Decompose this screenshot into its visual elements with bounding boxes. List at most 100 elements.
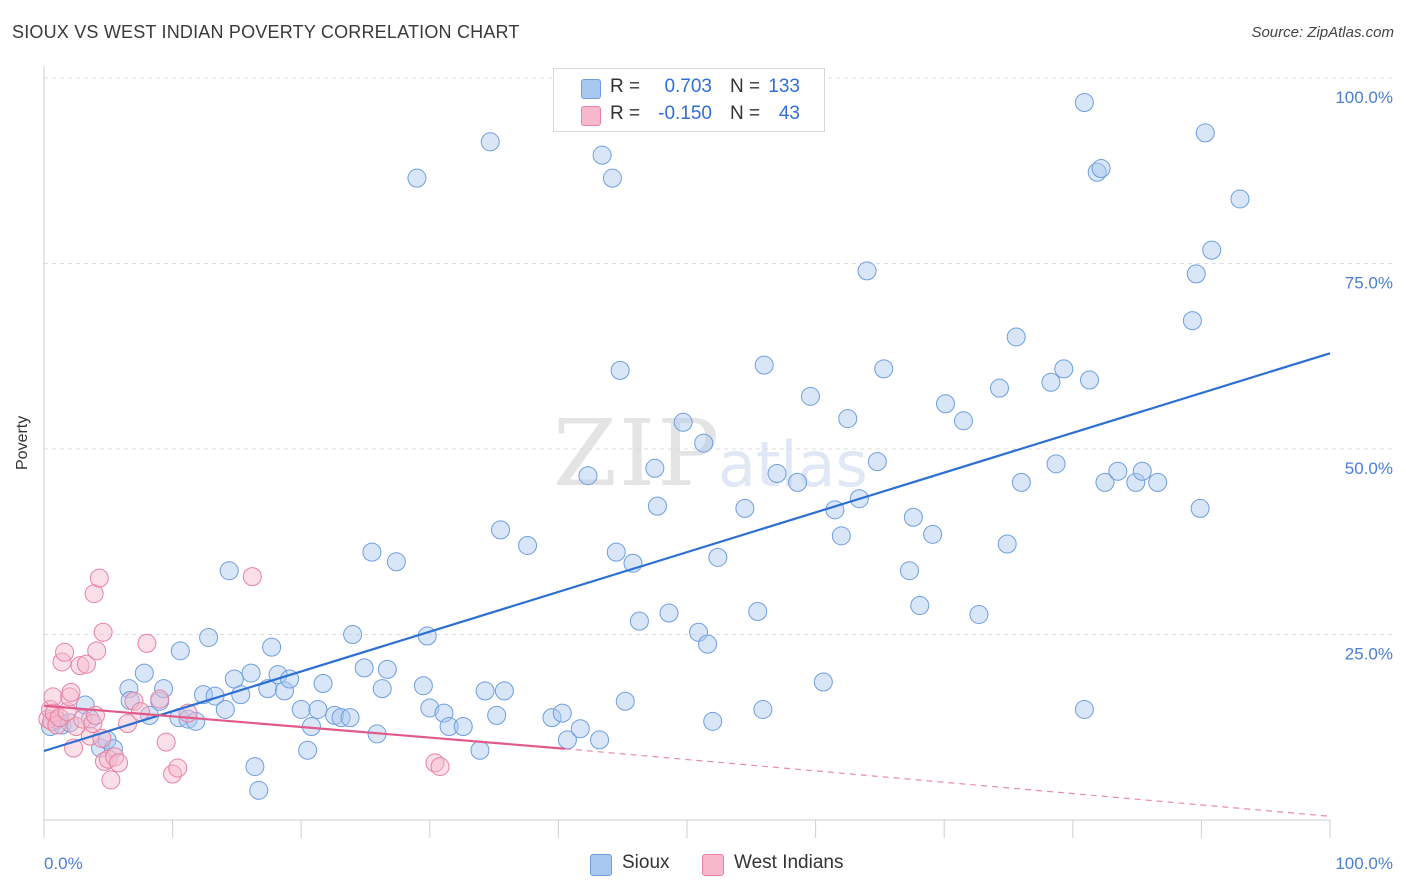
sioux-point [298,740,318,760]
chart-title: SIOUX VS WEST INDIAN POVERTY CORRELATION… [12,22,520,42]
trend-lines [43,352,1331,817]
source-credit: Source: ZipAtlas.com [1251,24,1394,41]
sioux-point [610,360,630,380]
sioux-point [910,596,930,616]
sioux-point [340,708,360,728]
west-indians-point [242,567,262,587]
y-tick-labels: 25.0% 50.0% 75.0% 100.0% [1335,88,1393,664]
sioux-point [694,433,714,453]
sioux-point [1182,311,1202,331]
sioux-point [874,359,894,379]
sioux-point [645,458,665,478]
west-indians-point [87,641,107,661]
y-tick-label: 100.0% [1335,88,1393,107]
sioux-point [673,412,693,432]
sioux-point [753,699,773,719]
sioux-point [134,663,154,683]
west-indians-point [66,717,86,737]
sioux-point [1046,454,1066,474]
correlation-legend: R = 0.703 N = 133 R = -0.150 N = 43 [553,68,825,132]
sioux-point [308,699,328,719]
sioux-point [386,552,406,572]
sioux-point [935,394,955,414]
r-value: 0.703 [664,76,712,97]
sioux-point [1202,240,1222,260]
y-tick-label: 50.0% [1345,459,1393,478]
sioux-point [354,658,374,678]
sioux-point [1148,472,1168,492]
sioux-point [1080,370,1100,390]
n-label: N = [730,76,761,97]
sioux-point [542,708,562,728]
sioux-point [969,604,989,624]
west-indians-point [124,691,144,711]
west-indians-point [93,622,113,642]
sioux-point [1054,359,1074,379]
west-indians-point [150,689,170,709]
sioux-point [362,542,382,562]
n-value: 43 [778,103,800,124]
n-label: N = [730,103,761,124]
west-indians-trend-line [43,704,565,750]
sioux-point [215,699,235,719]
sioux-swatch [590,854,612,876]
sioux-point [754,355,774,375]
sioux-point [592,145,612,165]
sioux-point [249,780,269,800]
sioux-trend-line [43,352,1331,753]
sioux-point [313,673,333,693]
sioux-point [578,466,598,486]
sioux-point [1126,472,1146,492]
sioux-point [735,498,755,518]
sioux-point [1195,123,1215,143]
sioux-point [788,472,808,492]
sioux-point [867,452,887,472]
sioux-point [813,672,833,692]
west-indians-point [49,708,69,728]
sioux-point [831,526,851,546]
sioux-point [262,637,282,657]
sioux-label: Sioux [622,852,670,873]
west-indians-point [430,757,450,777]
sioux-point [219,561,239,581]
sioux-point [659,603,679,623]
sioux-point [491,520,511,540]
sioux-point [1041,372,1061,392]
sioux-point [602,168,622,188]
legend-row-west-indians: R = -0.150 N = 43 [554,102,824,128]
sioux-points [40,92,1250,800]
west-indians-point [156,732,176,752]
r-value: -0.150 [658,103,712,124]
sioux-point [1006,327,1026,347]
y-tick-label: 25.0% [1345,645,1393,664]
west-indians-point [101,770,121,790]
sioux-point [170,641,190,661]
sioux-point [570,719,590,739]
sioux-point [838,409,858,429]
sioux-point [647,496,667,516]
sioux-point [767,463,787,483]
sioux-point [231,685,251,705]
west-indians-point [105,747,125,767]
west-indians-point [76,654,96,674]
sioux-point [606,542,626,562]
sioux-point [413,676,433,696]
sioux-point [899,561,919,581]
sioux-point [953,411,973,431]
sioux-point [1186,264,1206,284]
west-indians-trend-extension [564,748,1331,817]
sioux-point [420,698,440,718]
west-indians-point [55,642,75,662]
sioux-point [989,378,1009,398]
west-indians-swatch [581,106,601,126]
n-value: 133 [768,76,800,97]
west-indians-point [168,758,188,778]
west-indians-point [47,715,67,735]
west-indians-point [137,633,157,653]
sioux-point [377,659,397,679]
sioux-point [615,691,635,711]
x-tick-max: 100.0% [1335,854,1393,873]
sioux-point [475,681,495,701]
sioux-point [407,168,427,188]
